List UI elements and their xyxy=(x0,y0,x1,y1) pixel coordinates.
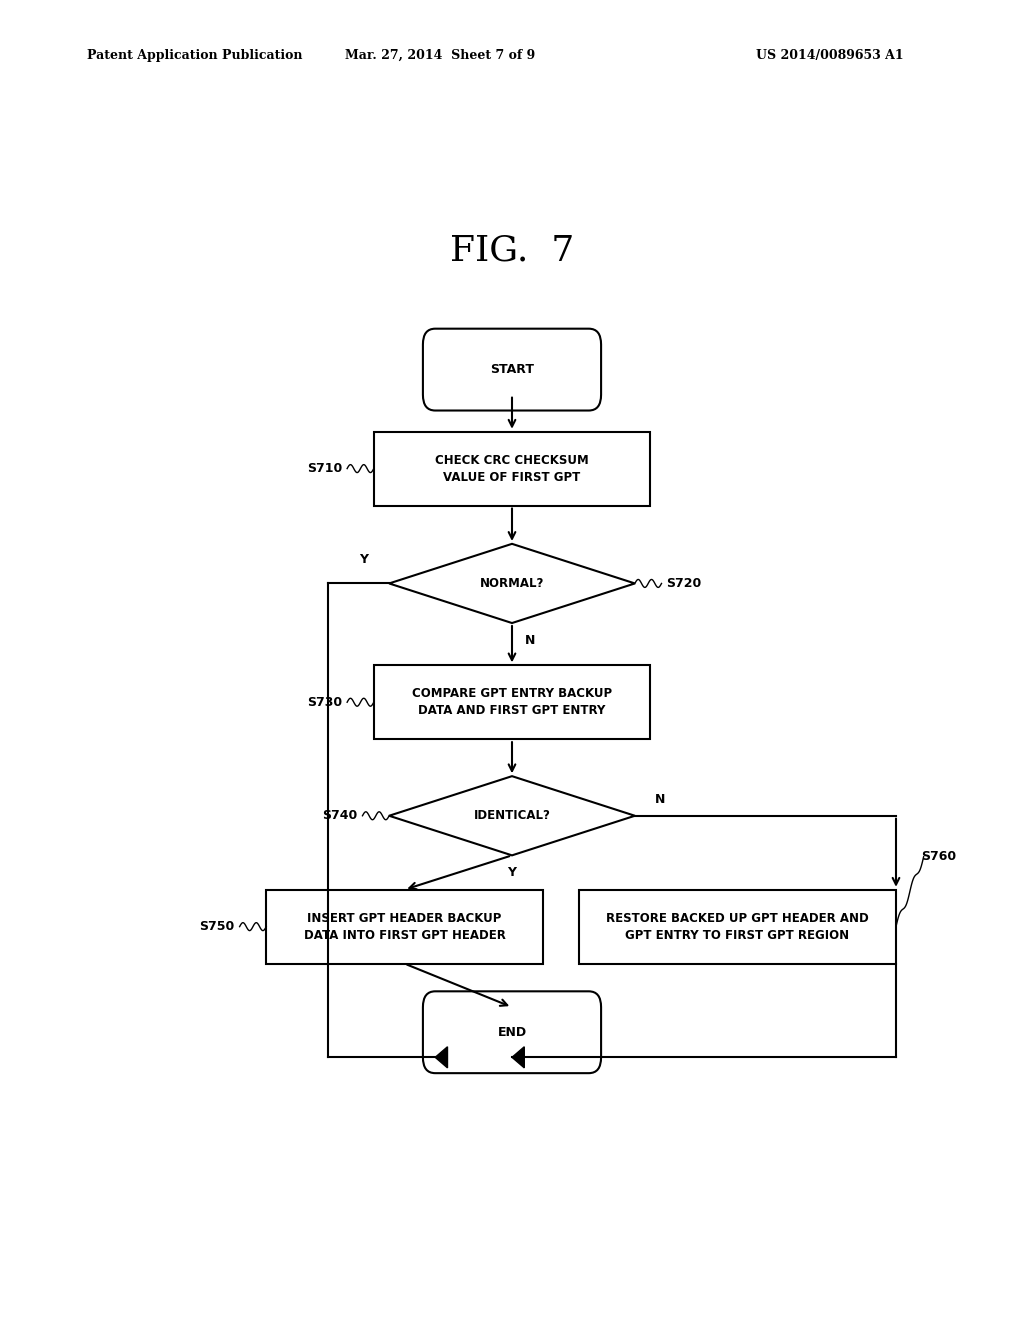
Text: FIG.  7: FIG. 7 xyxy=(450,234,574,268)
Text: NORMAL?: NORMAL? xyxy=(480,577,544,590)
Text: Y: Y xyxy=(508,866,516,879)
FancyBboxPatch shape xyxy=(423,991,601,1073)
Text: RESTORE BACKED UP GPT HEADER AND
GPT ENTRY TO FIRST GPT REGION: RESTORE BACKED UP GPT HEADER AND GPT ENT… xyxy=(606,912,868,941)
Text: START: START xyxy=(490,363,534,376)
Bar xyxy=(374,665,650,739)
Text: IDENTICAL?: IDENTICAL? xyxy=(473,809,551,822)
Text: S740: S740 xyxy=(323,809,357,822)
Text: Y: Y xyxy=(359,553,368,566)
Text: S710: S710 xyxy=(307,462,342,475)
Bar xyxy=(266,890,543,964)
Polygon shape xyxy=(512,1047,524,1068)
Text: Mar. 27, 2014  Sheet 7 of 9: Mar. 27, 2014 Sheet 7 of 9 xyxy=(345,49,536,62)
Text: S720: S720 xyxy=(667,577,701,590)
Text: US 2014/0089653 A1: US 2014/0089653 A1 xyxy=(756,49,903,62)
Text: S750: S750 xyxy=(200,920,234,933)
Text: S760: S760 xyxy=(922,850,956,863)
Text: END: END xyxy=(498,1026,526,1039)
Text: COMPARE GPT ENTRY BACKUP
DATA AND FIRST GPT ENTRY: COMPARE GPT ENTRY BACKUP DATA AND FIRST … xyxy=(412,688,612,717)
Text: INSERT GPT HEADER BACKUP
DATA INTO FIRST GPT HEADER: INSERT GPT HEADER BACKUP DATA INTO FIRST… xyxy=(303,912,506,941)
Bar xyxy=(579,890,896,964)
FancyBboxPatch shape xyxy=(423,329,601,411)
Text: N: N xyxy=(525,634,536,647)
Polygon shape xyxy=(435,1047,447,1068)
Text: N: N xyxy=(655,793,666,807)
Text: Patent Application Publication: Patent Application Publication xyxy=(87,49,302,62)
Text: S730: S730 xyxy=(307,696,342,709)
Bar xyxy=(374,432,650,506)
Text: CHECK CRC CHECKSUM
VALUE OF FIRST GPT: CHECK CRC CHECKSUM VALUE OF FIRST GPT xyxy=(435,454,589,483)
Polygon shape xyxy=(389,776,635,855)
Polygon shape xyxy=(389,544,635,623)
